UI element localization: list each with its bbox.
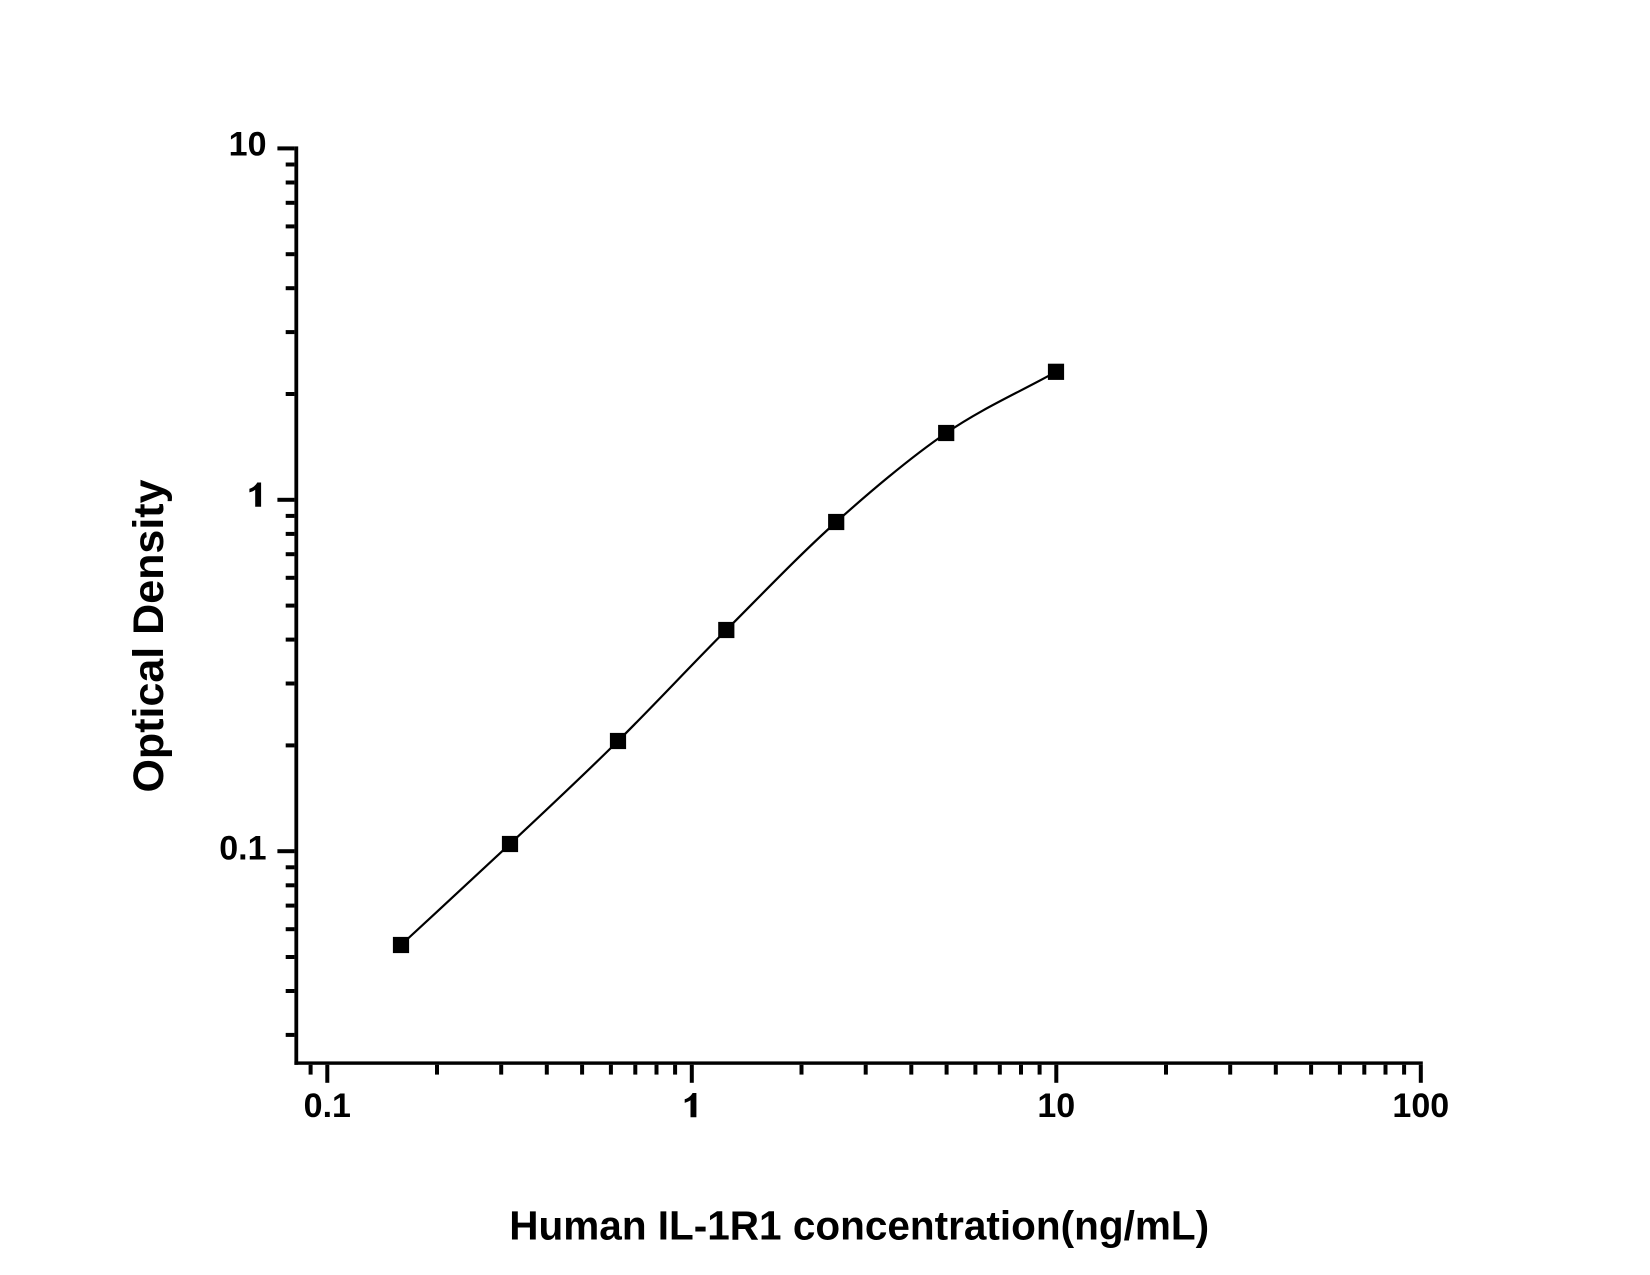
svg-text:10: 10 (1037, 1087, 1075, 1125)
svg-text:0.1: 0.1 (304, 1087, 351, 1125)
svg-text:0.1: 0.1 (219, 830, 266, 868)
svg-text:Optical Density: Optical Density (125, 479, 173, 792)
svg-text:10: 10 (229, 126, 267, 164)
svg-text:100: 100 (1392, 1087, 1449, 1125)
svg-text:Human IL-1R1 concentration(ng/: Human IL-1R1 concentration(ng/mL) (509, 1203, 1209, 1249)
